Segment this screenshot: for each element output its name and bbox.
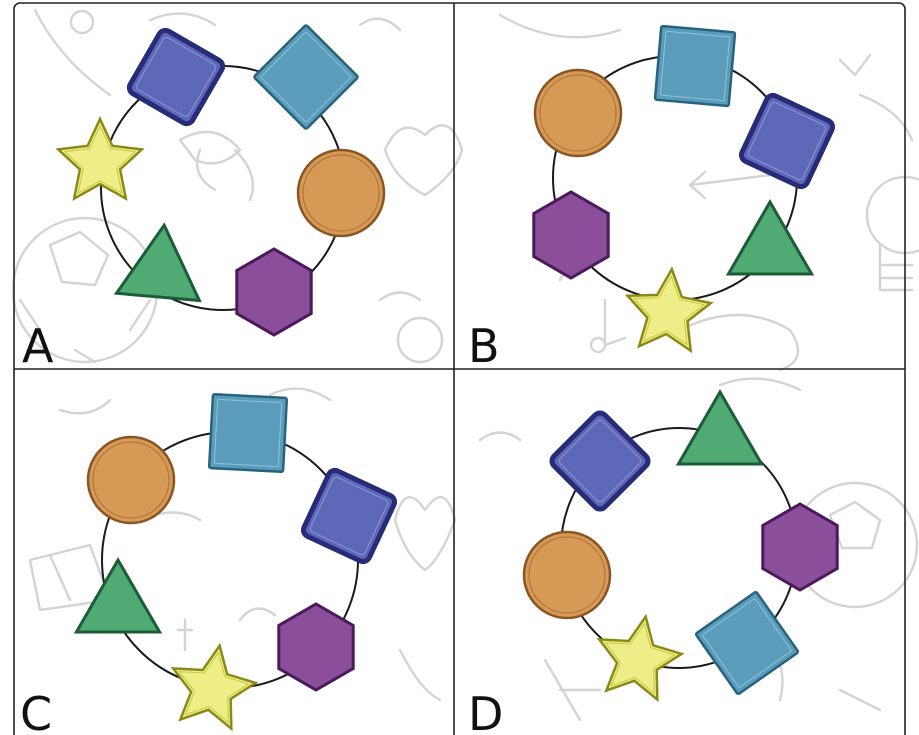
purple-hexagon-shape <box>761 502 839 592</box>
purple-hexagon-shape <box>277 602 355 692</box>
orange-circle-shape <box>296 148 386 238</box>
blue-square-shape <box>695 591 799 695</box>
yellow-star-shape <box>596 613 685 703</box>
yellow-star-shape <box>170 642 259 732</box>
panel-label: D <box>468 687 503 735</box>
panel-label: A <box>22 319 54 373</box>
navy-square-shape <box>300 467 398 565</box>
blue-square-shape <box>207 392 289 474</box>
panel-b: B <box>468 24 836 373</box>
green-triangle-shape <box>73 557 163 634</box>
panels: A B C D <box>20 24 839 735</box>
navy-square-shape <box>549 410 651 512</box>
panel-d: D <box>468 389 839 735</box>
navy-square-shape <box>738 92 836 190</box>
outer-frame <box>13 2 906 735</box>
yellow-star-shape <box>55 116 145 202</box>
panel-a: A <box>22 24 386 373</box>
navy-square-shape <box>126 27 226 127</box>
green-triangle-shape <box>675 389 765 466</box>
purple-hexagon-shape <box>532 190 610 280</box>
blue-square-shape <box>653 24 737 108</box>
yellow-star-shape <box>624 266 714 354</box>
green-triangle-shape <box>725 199 815 276</box>
blue-square-shape <box>253 24 359 130</box>
purple-hexagon-shape <box>235 247 313 337</box>
panel-grid <box>13 2 906 735</box>
orange-circle-shape <box>86 435 176 525</box>
panel-c: C <box>20 392 398 735</box>
panel-label: B <box>468 319 500 373</box>
orange-circle-shape <box>533 68 623 158</box>
green-triangle-shape <box>113 222 202 303</box>
orange-circle-shape <box>522 530 612 620</box>
panel-label: C <box>20 687 52 735</box>
